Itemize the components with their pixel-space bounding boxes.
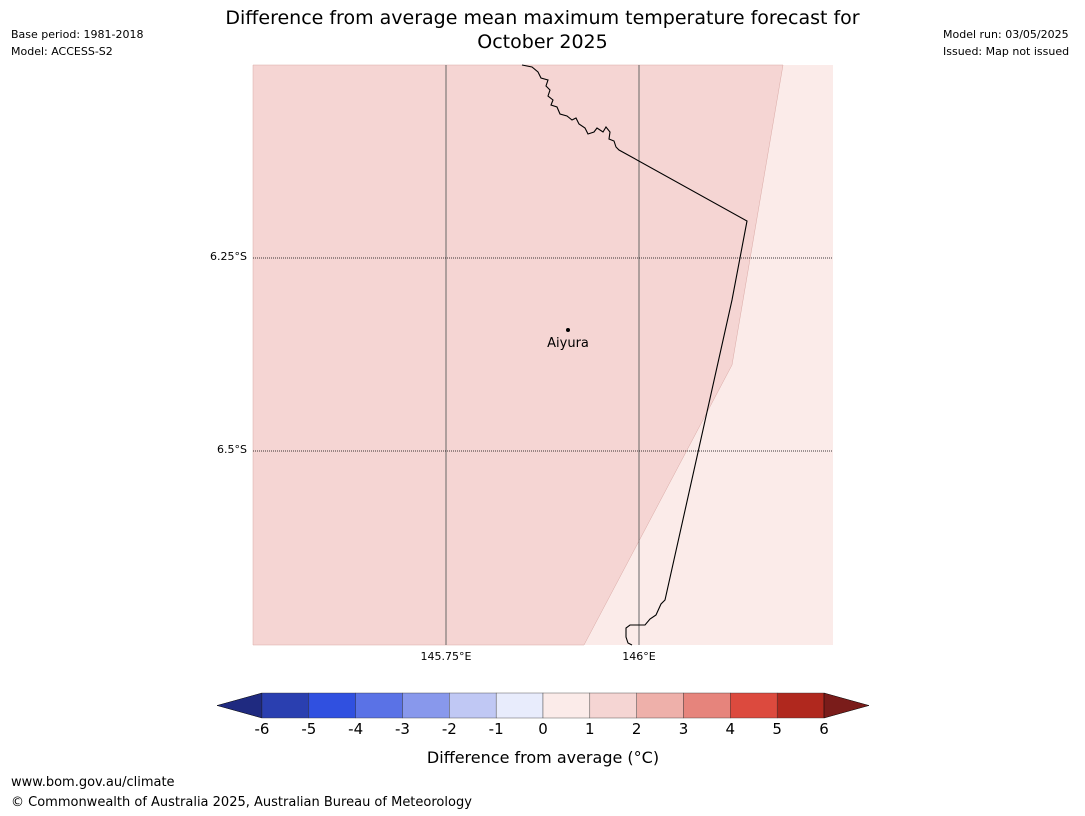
colorbar-tick-label: -5 — [301, 720, 317, 738]
colorbar-over-arrow — [823, 692, 870, 719]
lon-label-145-75: 145.75°E — [420, 650, 472, 663]
colorbar-tick-label: 1 — [585, 720, 595, 738]
colorbar-tick-label: 2 — [631, 720, 642, 738]
colorbar-tick-label: 5 — [772, 720, 782, 738]
meta-right: Model run: 03/05/2025 Issued: Map not is… — [943, 26, 1069, 60]
colorbar-cell — [449, 692, 497, 719]
colorbar-tick-label: 0 — [538, 720, 548, 738]
meta-left: Base period: 1981-2018 Model: ACCESS-S2 — [11, 26, 143, 60]
colorbar-cells — [261, 692, 825, 719]
colorbar-tick-label: -1 — [488, 720, 504, 738]
aiyura-marker — [566, 328, 570, 332]
colorbar-tick-label: 3 — [678, 720, 689, 738]
coastline-border — [521, 64, 748, 646]
map-title: Difference from average mean maximum tem… — [190, 6, 895, 54]
colorbar-tick-label: 4 — [725, 720, 736, 738]
title-line-1: Difference from average mean maximum tem… — [225, 7, 860, 29]
model-run-text: Model run: 03/05/2025 — [943, 28, 1069, 41]
anomaly-region-1-to-2 — [252, 64, 784, 646]
lat-label-6-5: 6.5°S — [217, 443, 247, 456]
colorbar-cell — [636, 692, 684, 719]
base-period-text: Base period: 1981-2018 — [11, 28, 144, 41]
colorbar-cell — [589, 692, 637, 719]
colorbar-tick-label: -2 — [441, 720, 457, 738]
colorbar-cell — [355, 692, 403, 719]
colorbar-cell — [495, 692, 544, 719]
lat-label-6-25: 6.25°S — [210, 250, 247, 263]
model-text: Model: ACCESS-S2 — [11, 45, 113, 58]
colorbar-cell — [683, 692, 731, 719]
colorbar-under-arrow — [216, 692, 263, 719]
colorbar-tick-label: -6 — [254, 720, 270, 738]
colorbar-cell — [730, 692, 778, 719]
footer-copyright: © Commonwealth of Australia 2025, Austra… — [11, 795, 472, 810]
title-line-2: October 2025 — [477, 31, 608, 53]
lon-label-146: 146°E — [622, 650, 656, 663]
colorbar-cell — [542, 692, 591, 719]
footer-url[interactable]: www.bom.gov.au/climate — [11, 775, 175, 790]
colorbar-tick-label: 6 — [819, 720, 829, 738]
colorbar-cell — [776, 692, 825, 719]
aiyura-label: Aiyura — [547, 336, 589, 351]
colorbar-cell — [308, 692, 356, 719]
colorbar-cell — [261, 692, 310, 719]
colorbar-tick-label: -4 — [348, 720, 364, 738]
colorbar-tick-label: -3 — [395, 720, 410, 738]
colorbar-title: Difference from average (°C) — [426, 748, 660, 767]
issued-text: Issued: Map not issued — [943, 45, 1070, 58]
colorbar-cell — [402, 692, 450, 719]
